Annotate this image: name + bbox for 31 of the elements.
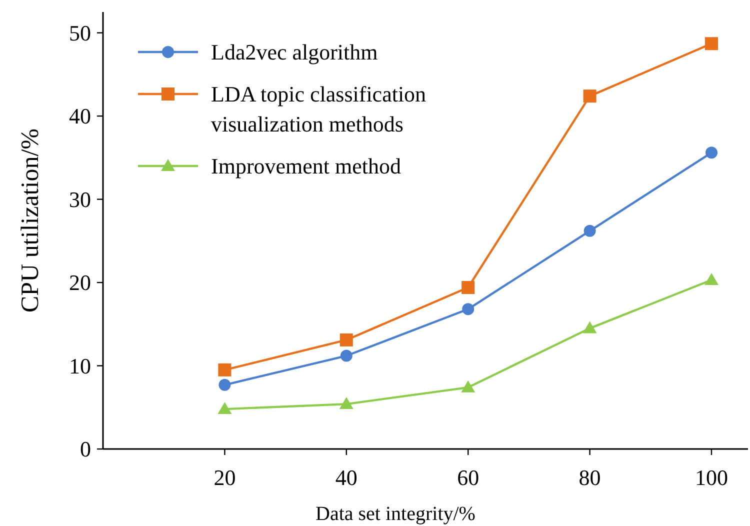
point [705, 146, 718, 159]
point [339, 397, 354, 410]
x-tick-label: 60 [457, 465, 480, 490]
point [583, 90, 596, 103]
x-axis-title: Data set integrity/% [316, 503, 476, 525]
legend-label: Improvement method [211, 154, 402, 179]
point [218, 378, 231, 391]
legend-label: Lda2vec algorithm [211, 40, 378, 65]
x-tick-label: 100 [694, 465, 728, 490]
point [462, 303, 474, 316]
point [704, 37, 718, 50]
x-tick-label: 40 [335, 465, 358, 490]
point [461, 380, 476, 392]
point [584, 224, 596, 237]
point [704, 273, 718, 286]
point [462, 281, 475, 294]
point [340, 350, 352, 362]
y-tick-label: 30 [69, 186, 91, 212]
y-tick-label: 20 [69, 270, 91, 296]
point [582, 321, 597, 334]
y-tick-label: 50 [69, 20, 91, 46]
point [218, 402, 232, 414]
x-tick-label: 20 [214, 465, 236, 490]
y-tick-label: 40 [69, 104, 91, 129]
y-axis-title: CPU utilization/% [17, 128, 44, 313]
point [340, 333, 353, 346]
x-tick-label: 80 [578, 465, 601, 490]
y-tick-label: 10 [69, 353, 91, 378]
point [218, 363, 232, 376]
legend-label: LDA topic classification visualization methods [211, 82, 426, 137]
y-tick-label: 0 [80, 436, 91, 462]
